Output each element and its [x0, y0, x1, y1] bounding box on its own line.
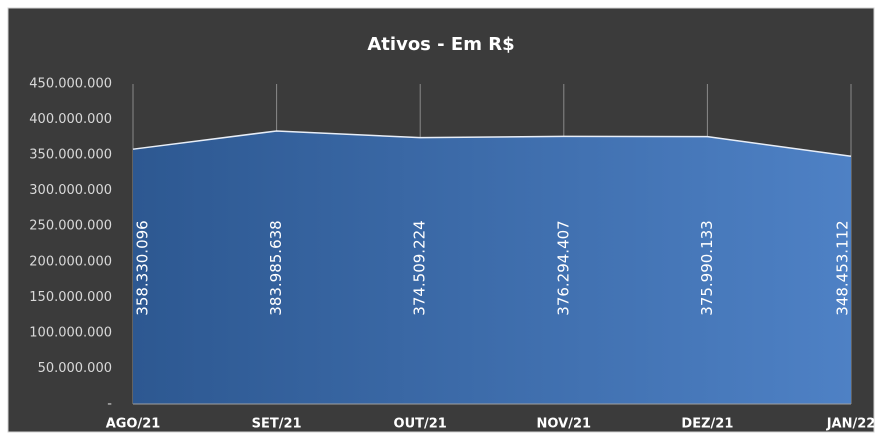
area-line: [132, 130, 852, 157]
y-tick-label: 300.000.000: [29, 183, 112, 198]
chart-title: Ativos - Em R$: [367, 34, 514, 55]
data-label: 376.294.407: [554, 220, 572, 315]
y-tick-label: 100.000.000: [29, 325, 112, 340]
y-tick-label: 450.000.000: [29, 77, 112, 92]
y-tick-label: 200.000.000: [29, 254, 112, 269]
y-tick-label: 50.000.000: [38, 361, 112, 376]
y-tick-label: 250.000.000: [29, 219, 112, 234]
data-label: 374.509.224: [411, 220, 429, 315]
y-tick-label: 400.000.000: [29, 112, 112, 127]
x-tick-label: AGO/21: [106, 417, 161, 432]
x-tick-label: SET/21: [252, 417, 302, 432]
data-label: 348.453.112: [834, 220, 852, 315]
x-tick-label: NOV/21: [537, 417, 591, 432]
x-tick-label: DEZ/21: [681, 417, 733, 432]
data-label: 375.990.133: [698, 220, 716, 315]
x-tick-label: JAN/22: [826, 417, 876, 432]
data-label: 358.330.096: [134, 220, 152, 315]
x-tick-label: OUT/21: [394, 417, 447, 432]
y-tick-label: -: [107, 397, 112, 412]
data-label: 383.985.638: [267, 220, 285, 315]
y-tick-label: 150.000.000: [29, 290, 112, 305]
y-tick-label: 350.000.000: [29, 148, 112, 163]
area: [133, 130, 851, 404]
